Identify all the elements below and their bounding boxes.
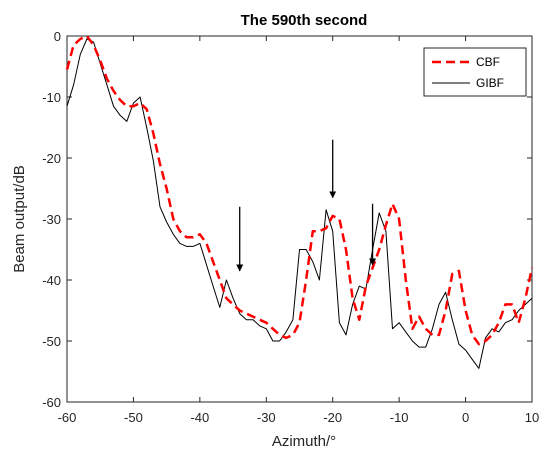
x-tick-label: 10 xyxy=(525,410,539,425)
y-tick-label: -60 xyxy=(42,395,61,410)
x-tick-label: -20 xyxy=(323,410,342,425)
y-tick-label: -10 xyxy=(42,90,61,105)
x-tick-label: 0 xyxy=(462,410,469,425)
y-tick-label: 0 xyxy=(54,29,61,44)
y-tick-label: -40 xyxy=(42,273,61,288)
y-tick-label: -20 xyxy=(42,151,61,166)
x-tick-label: -60 xyxy=(58,410,77,425)
y-tick-label: -30 xyxy=(42,212,61,227)
y-axis-title: Beam output/dB xyxy=(11,165,28,273)
legend-label-gibf: GIBF xyxy=(476,76,504,90)
x-tick-label: -30 xyxy=(257,410,276,425)
series-line-cbf xyxy=(65,34,534,346)
y-tick-label: -50 xyxy=(42,334,61,349)
x-axis-title: Azimuth/° xyxy=(272,433,336,450)
x-tick-label: -10 xyxy=(390,410,409,425)
series-line-gibf xyxy=(66,38,533,369)
legend: CBF GIBF xyxy=(423,47,527,97)
x-tick-label: -40 xyxy=(190,410,209,425)
plot-area: -60 -50 -40 -30 -20 -10 0 10 0 -10 -20 -30 -40 -50 -60 xyxy=(42,29,539,425)
legend-box xyxy=(423,47,527,97)
x-tick-label: -50 xyxy=(124,410,143,425)
legend-label-cbf: CBF xyxy=(476,55,500,69)
chart-title: The 590th second xyxy=(241,12,368,29)
